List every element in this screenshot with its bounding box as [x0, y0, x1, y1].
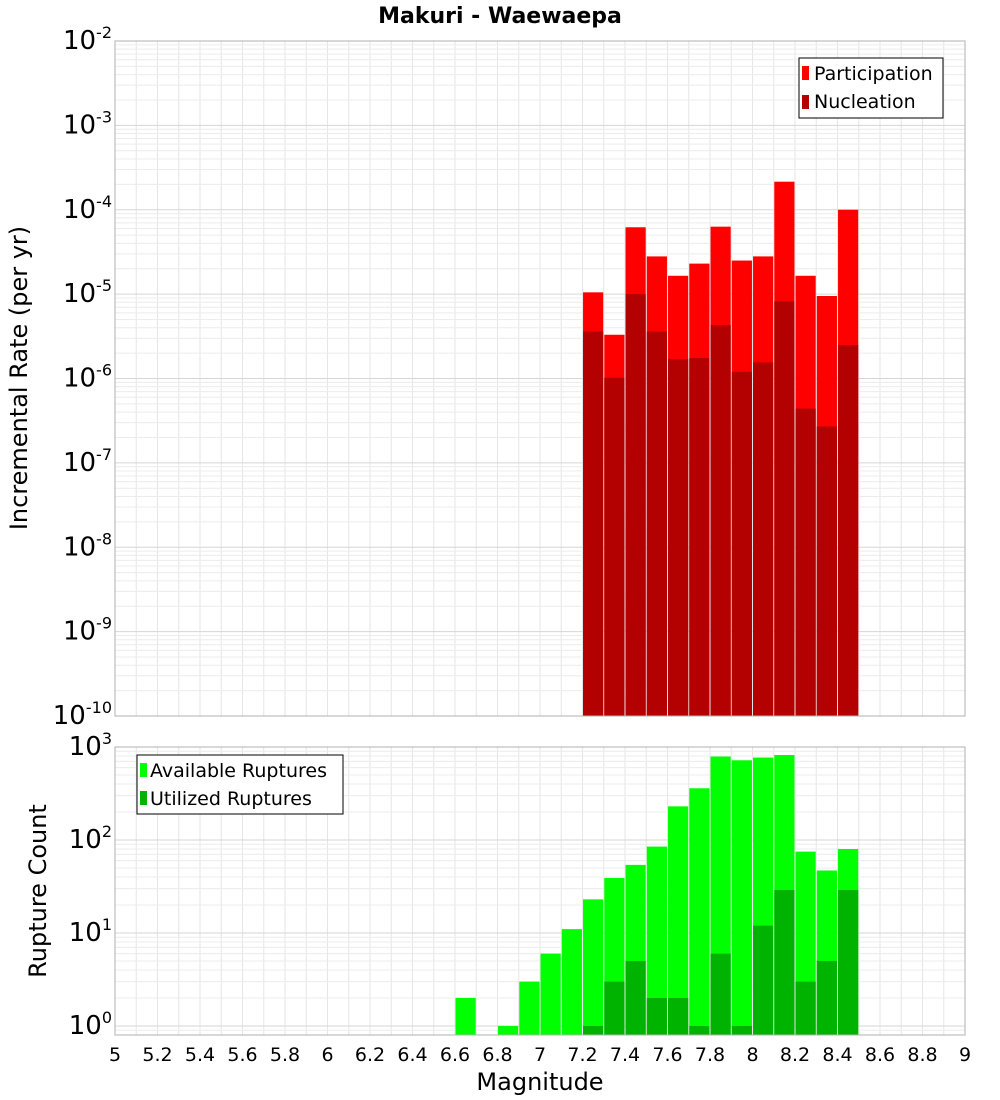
bottom-bar-utilized — [774, 889, 795, 1035]
top-y-tick-label: 10-2 — [63, 23, 112, 56]
top-bar-nucleation — [689, 357, 710, 716]
bottom-bar-available — [455, 997, 476, 1035]
bottom-bar-utilized — [583, 1025, 604, 1035]
top-y-tick-label: 10-3 — [63, 107, 112, 140]
x-tick-label: 8.4 — [822, 1044, 852, 1066]
top-bar-nucleation — [604, 377, 625, 716]
x-axis-label: Magnitude — [476, 1068, 603, 1096]
x-tick-label: 7.2 — [567, 1044, 597, 1066]
bottom-bar-available — [646, 846, 667, 1035]
bottom-y-axis-label: Rupture Count — [24, 804, 52, 978]
top-y-tick-label: 10-4 — [63, 192, 112, 225]
legend-swatch-available — [140, 763, 147, 777]
bottom-bar-utilized — [816, 960, 837, 1035]
top-grid — [115, 41, 965, 717]
legend-label-participation: Participation — [814, 63, 933, 85]
top-y-tick-label: 10-7 — [63, 445, 112, 478]
bottom-bar-utilized — [710, 953, 731, 1035]
top-y-tick-label: 10-10 — [53, 698, 112, 731]
x-tick-label: 7 — [534, 1044, 546, 1066]
bottom-bar-available — [583, 899, 604, 1035]
top-bar-nucleation — [668, 359, 689, 716]
top-bar-nucleation — [838, 344, 859, 716]
bottom-x-ticks: 5 5.2 5.4 5.6 5.8 6 6.2 6.4 6.6 6.8 7 7.2 7.4 7.6 7.8 8… — [109, 1044, 971, 1066]
x-tick-label: 6.2 — [355, 1044, 385, 1066]
top-legend-box — [798, 57, 944, 119]
bottom-plot: 100 101 102 103 5 5.2 5.4 5.6 5.8 6 6.2 6.4 6.6 6.8 7… — [24, 729, 971, 1096]
x-tick-label: 5.8 — [270, 1044, 300, 1066]
top-legend: Participation Nucleation — [798, 57, 944, 119]
bottom-y-tick-label: 100 — [69, 1008, 112, 1041]
top-bar-nucleation — [816, 426, 837, 716]
top-y-ticks: 10-10 10-9 10-8 10-7 10-6 10-5 10-4 10-3 10-2 — [53, 23, 112, 731]
bottom-bar-utilized — [646, 997, 667, 1035]
bottom-bar-utilized — [604, 981, 625, 1035]
top-bars — [583, 181, 859, 716]
chart-title: Makuri - Waewaepa — [378, 4, 622, 29]
x-tick-label: 7.6 — [652, 1044, 682, 1066]
bottom-bar-available — [498, 1025, 519, 1035]
top-plot: 10-10 10-9 10-8 10-7 10-6 10-5 10-4 10-3 10-2 In… — [5, 23, 966, 731]
x-tick-label: 8.8 — [907, 1044, 937, 1066]
top-bar-nucleation — [795, 408, 816, 716]
top-y-tick-label: 10-9 — [63, 614, 112, 647]
top-y-tick-label: 10-6 — [63, 361, 112, 394]
x-tick-label: 5.6 — [227, 1044, 257, 1066]
legend-label-nucleation: Nucleation — [814, 91, 916, 113]
bottom-y-ticks: 100 101 102 103 — [69, 729, 112, 1041]
top-bar-nucleation — [583, 331, 604, 716]
bottom-legend-box — [136, 754, 344, 815]
bottom-bar-utilized — [795, 981, 816, 1035]
top-bar-nucleation — [710, 325, 731, 716]
x-tick-label: 7.8 — [695, 1044, 725, 1066]
x-tick-label: 5 — [109, 1044, 121, 1066]
bottom-bar-available — [561, 929, 582, 1035]
top-plot-border — [114, 40, 966, 717]
legend-label-utilized: Utilized Ruptures — [150, 788, 312, 810]
bottom-bar-utilized — [689, 1025, 710, 1035]
x-tick-label: 6.4 — [397, 1044, 427, 1066]
x-tick-label: 9 — [959, 1044, 971, 1066]
bottom-y-tick-label: 103 — [69, 729, 112, 762]
top-y-axis-label: Incremental Rate (per yr) — [5, 226, 33, 530]
x-tick-label: 8.2 — [780, 1044, 810, 1066]
x-tick-label: 7.4 — [610, 1044, 640, 1066]
bottom-plot-border — [114, 746, 966, 1036]
top-y-tick-label: 10-8 — [63, 529, 112, 562]
bottom-bar-available — [519, 981, 540, 1035]
top-bar-nucleation — [753, 362, 774, 716]
x-tick-label: 6 — [321, 1044, 333, 1066]
top-bar-nucleation — [731, 371, 752, 716]
top-y-tick-label: 10-5 — [63, 276, 112, 309]
top-bar-nucleation — [774, 301, 795, 716]
top-bar-nucleation — [625, 294, 646, 716]
bottom-legend: Available Ruptures Utilized Ruptures — [136, 754, 344, 815]
bottom-bar-utilized — [838, 889, 859, 1035]
bottom-bar-available — [540, 953, 561, 1035]
bottom-bar-available — [731, 760, 752, 1035]
bottom-bar-available — [689, 788, 710, 1035]
x-tick-label: 6.8 — [482, 1044, 512, 1066]
legend-swatch-utilized — [140, 791, 147, 805]
x-tick-label: 6.6 — [440, 1044, 470, 1066]
legend-swatch-nucleation — [802, 95, 809, 109]
bottom-bar-utilized — [753, 925, 774, 1035]
bottom-bar-utilized — [625, 960, 646, 1035]
bottom-bar-available — [668, 806, 689, 1035]
bottom-bars — [455, 755, 859, 1035]
x-tick-label: 8.6 — [865, 1044, 895, 1066]
legend-swatch-participation — [802, 66, 809, 80]
bottom-y-tick-label: 102 — [69, 822, 112, 855]
legend-label-available: Available Ruptures — [150, 760, 327, 782]
bottom-bar-utilized — [668, 997, 689, 1035]
bottom-y-tick-label: 101 — [69, 915, 112, 948]
x-tick-label: 5.4 — [185, 1044, 215, 1066]
x-tick-label: 5.2 — [142, 1044, 172, 1066]
bottom-bar-utilized — [731, 1025, 752, 1035]
x-tick-label: 8 — [746, 1044, 758, 1066]
top-bar-nucleation — [646, 331, 667, 716]
